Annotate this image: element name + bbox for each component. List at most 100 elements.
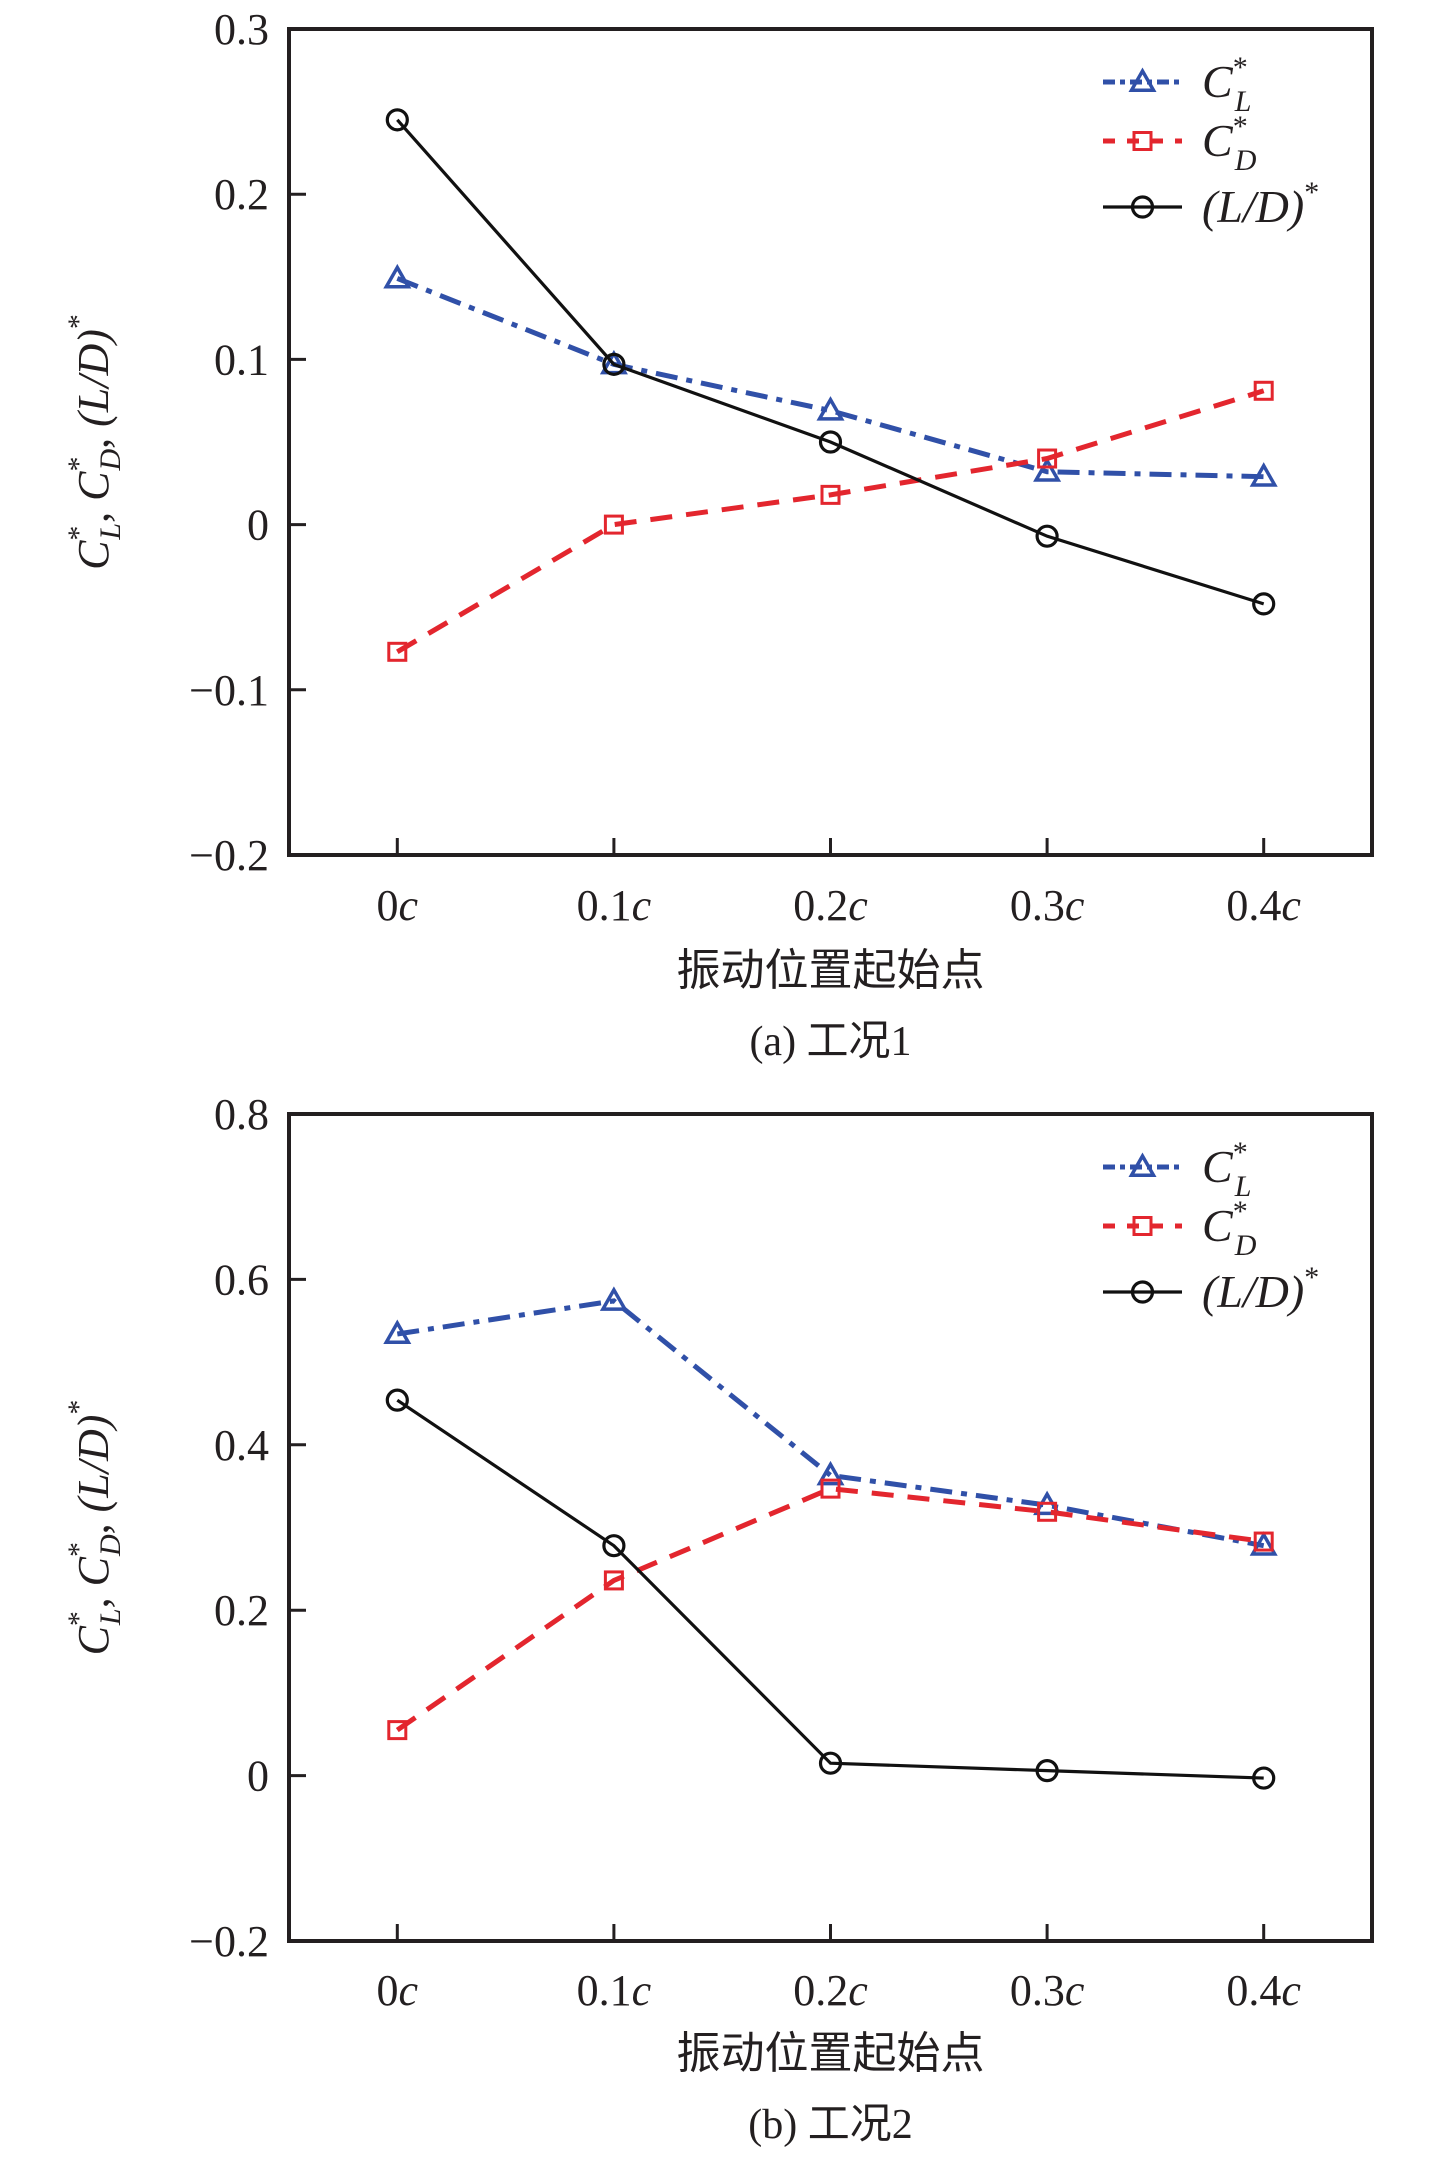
y-tick-label: 0.1 <box>214 335 269 384</box>
x-tick-number: 0.3 <box>1010 1966 1065 2015</box>
data-point-CL <box>599 349 628 375</box>
y-axis-title: C*L, C*D, (L/D)* <box>62 1400 127 1656</box>
y-axis-title-part: C <box>69 471 118 501</box>
data-point-CL <box>383 1319 412 1344</box>
legend-label-main: C <box>1202 1141 1234 1192</box>
data-point-CD <box>603 1570 624 1591</box>
data-point-LD <box>1252 592 1276 616</box>
series-line-CD <box>395 1486 1265 1733</box>
x-tick-label: 0.3c <box>1010 881 1085 930</box>
x-tick-label: 0c <box>377 881 419 930</box>
legend-label-sub: L <box>1234 85 1252 118</box>
series-CL <box>383 1286 1278 1556</box>
x-tick-unit: c <box>1065 881 1085 930</box>
legend-marker-CD <box>1132 131 1153 151</box>
data-point-LD <box>1252 1766 1276 1790</box>
legend-label-star: * <box>1304 176 1319 209</box>
x-tick-number: 0 <box>377 1966 399 2015</box>
series-CD <box>387 1478 1274 1741</box>
x-tick-unit: c <box>399 881 419 930</box>
data-point-CD <box>387 641 408 662</box>
legend-marker-CL <box>1128 67 1157 92</box>
legend-label-LD: (L/D)* <box>1202 176 1319 232</box>
x-tick-number: 0.2 <box>793 881 848 930</box>
x-tick-label: 0.3c <box>1010 1966 1085 2015</box>
legend-label-star: * <box>1233 1195 1248 1228</box>
y-axis-title-part: * <box>62 457 95 472</box>
data-point-CL <box>1249 1531 1278 1556</box>
data-point-LD <box>818 1751 843 1775</box>
y-axis-title-part: (L/D) <box>69 1415 118 1513</box>
x-tick-label: 0.2c <box>793 1966 868 2015</box>
y-axis-title-part: * <box>62 1400 95 1415</box>
data-point-LD <box>818 430 843 454</box>
x-tick-number: 0.4 <box>1226 881 1281 930</box>
y-axis-title-part: L <box>94 1608 127 1626</box>
series-CD <box>387 380 1274 662</box>
y-axis-title-part: * <box>62 1611 95 1626</box>
x-tick-unit: c <box>632 881 652 930</box>
legend-label-star: * <box>1233 51 1248 84</box>
legend-label-main: C <box>1202 56 1234 107</box>
series-line-CD <box>396 388 1265 654</box>
x-tick-number: 0.1 <box>577 1966 632 2015</box>
y-axis-title-part: , <box>69 1586 118 1608</box>
x-tick-unit: c <box>848 1966 868 2015</box>
series-LD <box>385 1388 1276 1790</box>
y-axis-title-part: (L/D) <box>69 329 118 427</box>
y-axis-title-part: * <box>62 314 95 329</box>
x-tick-unit: c <box>632 1966 652 2015</box>
y-tick-label: −0.2 <box>189 1917 269 1966</box>
data-point-LD <box>385 108 409 132</box>
x-tick-unit: c <box>399 1966 419 2015</box>
legend-label-star: * <box>1233 1136 1248 1169</box>
data-point-CL <box>816 1460 845 1486</box>
x-tick-number: 0.1 <box>577 881 632 930</box>
data-point-CD <box>1037 448 1058 469</box>
data-point-LD <box>1035 524 1059 548</box>
series-line-LD <box>396 118 1265 606</box>
y-tick-label: −0.2 <box>189 831 269 880</box>
y-tick-label: 0.4 <box>214 1421 269 1470</box>
series-CL <box>383 263 1278 487</box>
legend-label-main: (L/D) <box>1202 181 1304 232</box>
data-point-LD <box>1035 1759 1059 1783</box>
data-point-CL <box>1249 462 1278 487</box>
y-tick-label: 0.2 <box>214 170 269 219</box>
y-axis-title-part: D <box>94 1534 127 1557</box>
x-tick-unit: c <box>1281 881 1301 930</box>
legend-marker-CD <box>1132 1216 1153 1236</box>
data-point-LD <box>602 352 626 376</box>
y-tick-label: 0.3 <box>214 5 269 54</box>
legend-label-main: C <box>1202 1200 1234 1251</box>
legend-label-sub: D <box>1234 144 1257 177</box>
x-tick-label: 0.1c <box>577 881 652 930</box>
legend-label-sub: D <box>1234 1229 1257 1262</box>
legend-marker-LD <box>1130 195 1155 219</box>
figure-caption: (a) 工况1 <box>749 1019 911 1065</box>
y-axis-title-part: L <box>94 523 127 541</box>
x-tick-unit: c <box>848 881 868 930</box>
x-tick-unit: c <box>1065 1966 1085 2015</box>
x-axis-title: 振动位置起始点 <box>677 2029 985 2078</box>
y-tick-label: −0.1 <box>189 666 269 715</box>
data-point-CD <box>1037 1501 1058 1522</box>
legend-label-sub: L <box>1234 1170 1252 1203</box>
y-axis-title-part: C <box>69 1625 118 1655</box>
series-line-CL <box>396 276 1264 480</box>
data-point-CD <box>820 1478 841 1499</box>
legend: C* LC* D(L/D)* <box>1103 51 1319 232</box>
legend-label-main: C <box>1202 115 1234 166</box>
chart-panel-b: −0.200.20.40.60.80c 0.1c 0.2c 0.3c 0.4c振动位置起… <box>62 1090 1374 2148</box>
legend-label-CD: C* D <box>1202 1195 1257 1262</box>
x-tick-label: 0c <box>377 1966 419 2015</box>
legend-marker-LD <box>1130 1280 1155 1304</box>
series-LD <box>385 108 1276 616</box>
y-axis-title-part: , <box>69 501 118 523</box>
series-line-LD <box>396 1398 1264 1780</box>
data-point-LD <box>385 1388 409 1412</box>
y-axis-title-part: D <box>94 449 127 472</box>
data-point-CD <box>387 1720 408 1741</box>
x-axis-title: 振动位置起始点 <box>677 946 985 995</box>
chart-panel-a: −0.2−0.100.10.20.30c 0.1c 0.2c 0.3c 0.4c振动位置… <box>62 5 1374 1065</box>
